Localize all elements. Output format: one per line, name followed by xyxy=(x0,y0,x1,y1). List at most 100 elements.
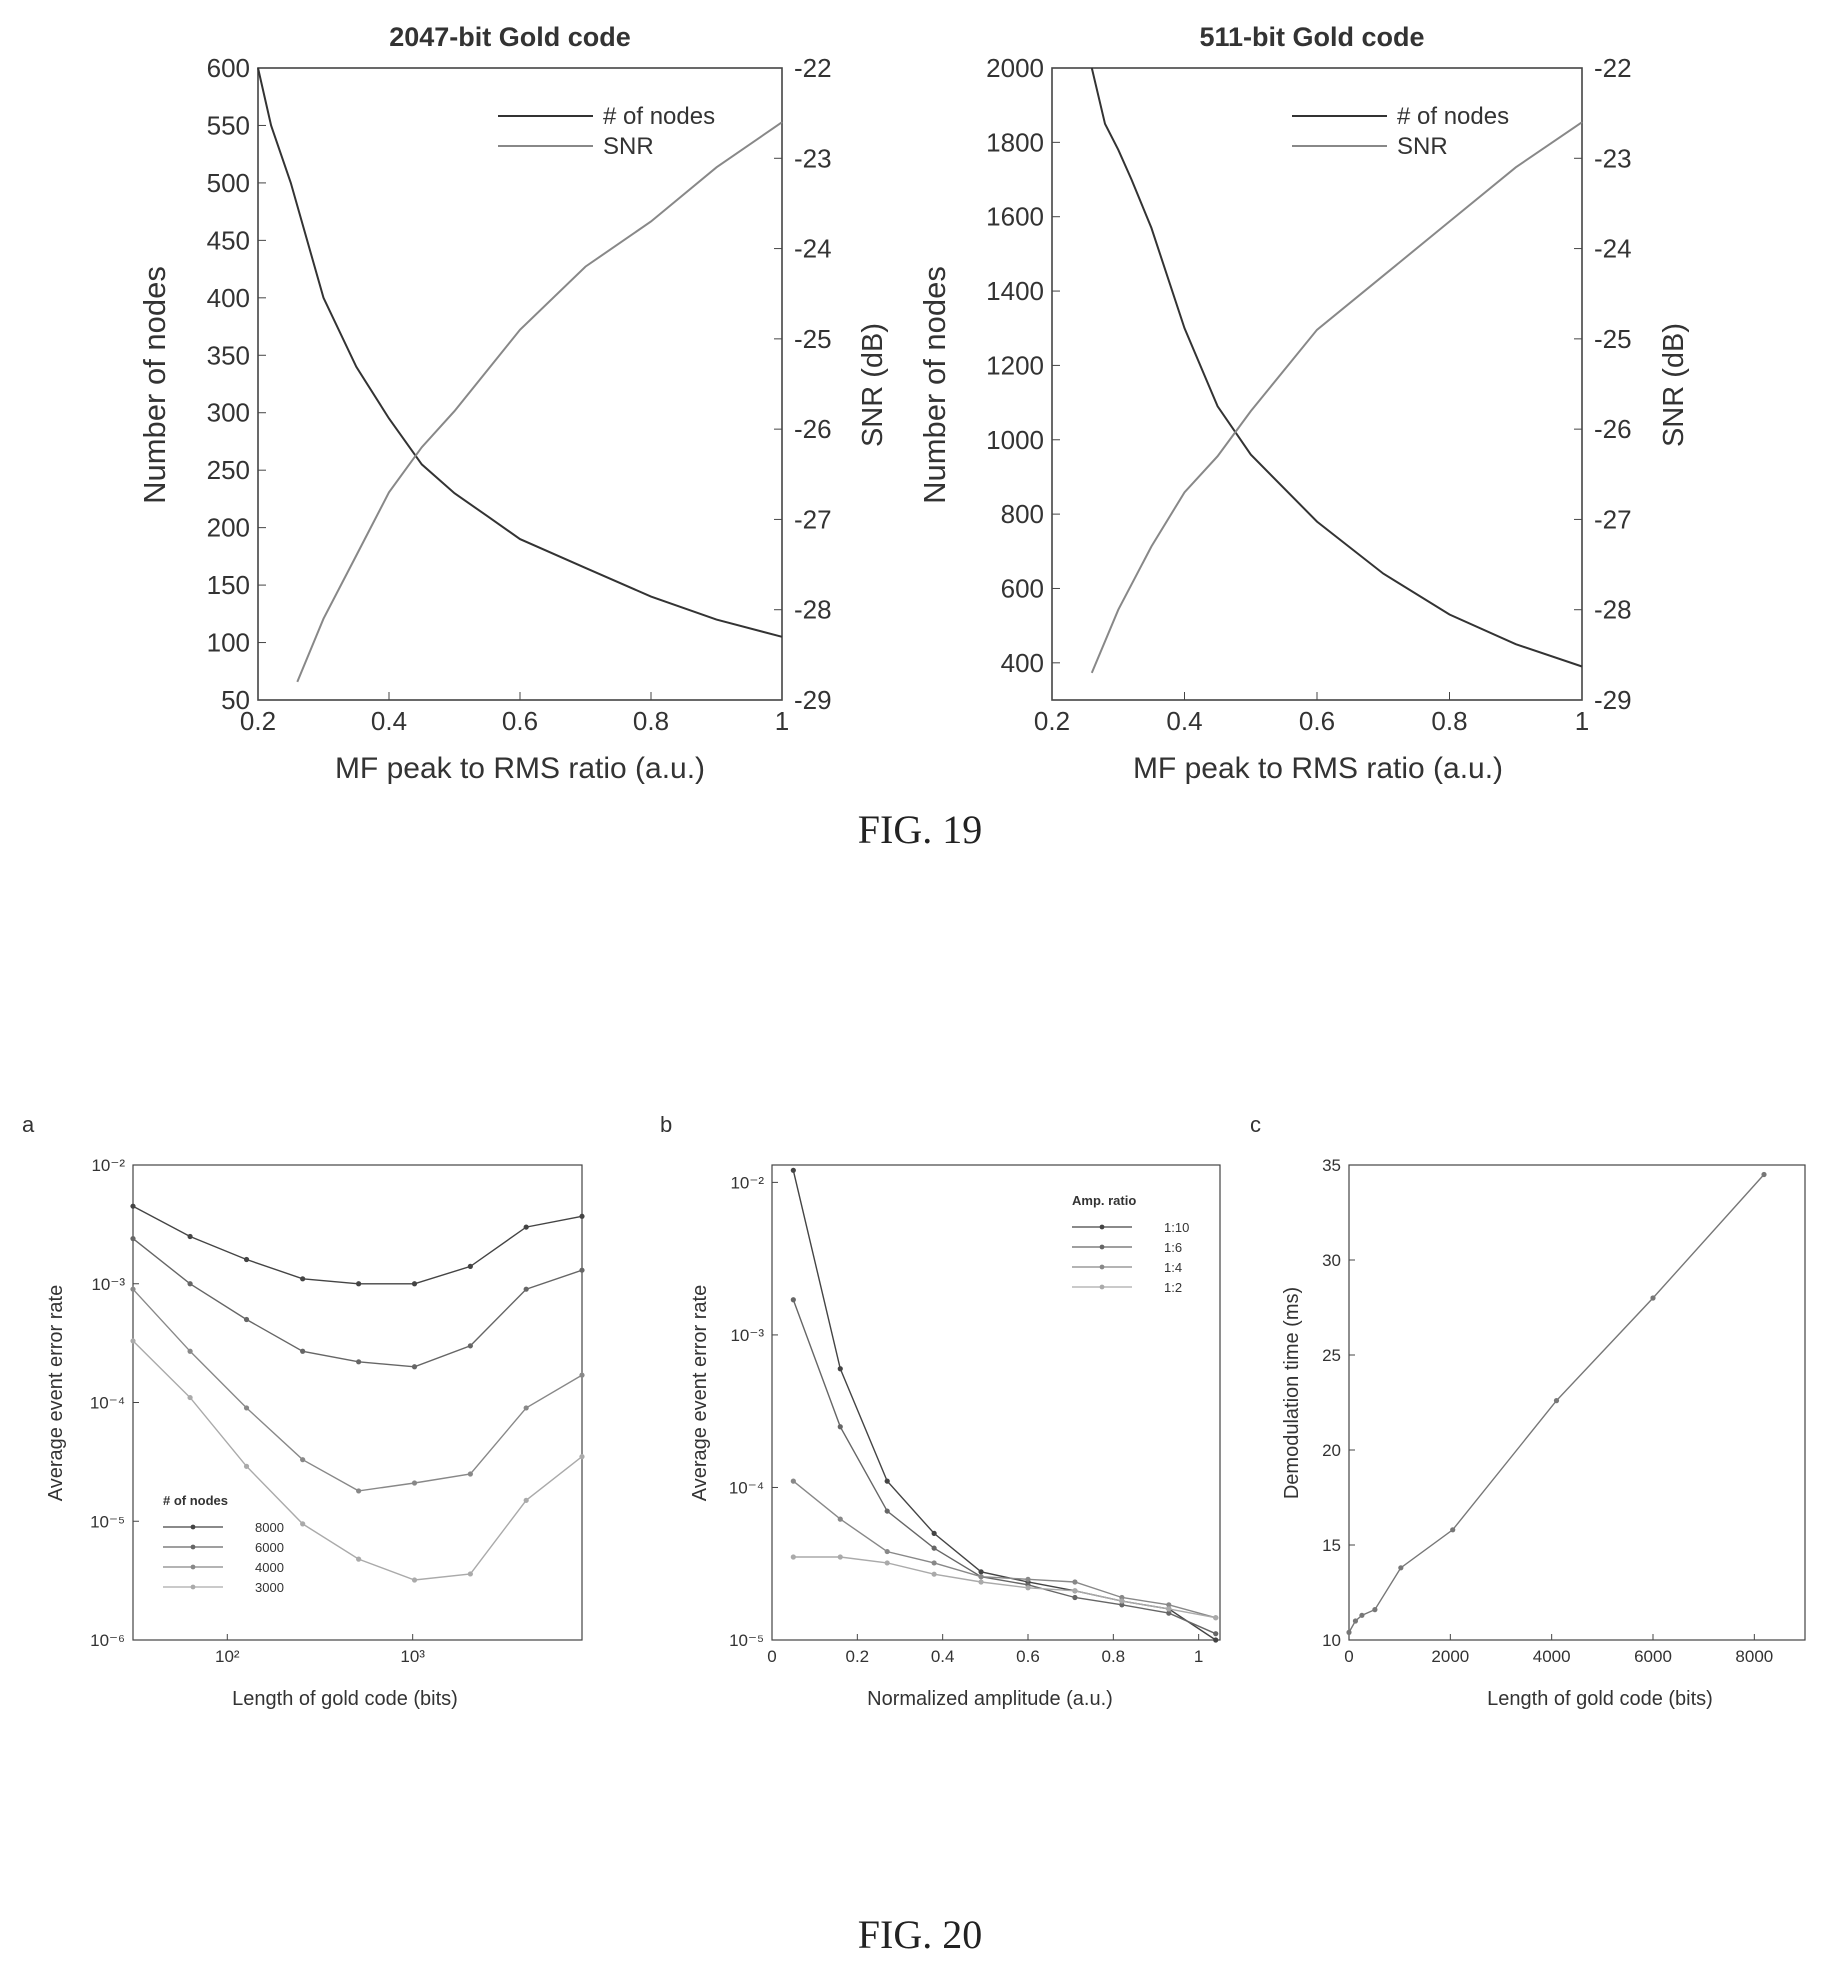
x-tick-label: 0.8 xyxy=(1102,1647,1126,1666)
series-line xyxy=(792,1299,1216,1635)
legend-label: SNR xyxy=(603,133,654,160)
legend-label: 1:4 xyxy=(1164,1260,1182,1275)
x-tick-label: 0.8 xyxy=(633,706,669,736)
data-point xyxy=(978,1574,984,1580)
y-tick-label: 30 xyxy=(1322,1251,1341,1270)
panel-label: a xyxy=(22,1112,35,1137)
data-point xyxy=(1119,1602,1125,1608)
data-point xyxy=(300,1521,306,1527)
x-tick-label: 0.6 xyxy=(1016,1647,1040,1666)
y2-tick-label: -26 xyxy=(1594,414,1632,444)
data-point xyxy=(1213,1615,1219,1621)
legend-title: # of nodes xyxy=(163,1493,228,1508)
series-line xyxy=(296,121,783,683)
data-point xyxy=(790,1167,796,1173)
data-point xyxy=(1072,1579,1078,1585)
data-point xyxy=(356,1556,362,1562)
legend-label: # of nodes xyxy=(1397,103,1509,130)
y-tick-label: 2000 xyxy=(986,53,1044,83)
data-point xyxy=(1450,1527,1456,1533)
y-tick-label: 450 xyxy=(207,225,250,255)
y-axis-label: Average event error rate xyxy=(45,1285,67,1501)
x-tick-label: 0.2 xyxy=(846,1647,870,1666)
y-tick-label: 500 xyxy=(207,168,250,198)
y2-tick-label: -22 xyxy=(794,53,832,83)
y2-tick-label: -28 xyxy=(794,595,832,625)
data-point xyxy=(1166,1606,1172,1612)
y-tick-label: 200 xyxy=(207,513,250,543)
y-tick-label: 15 xyxy=(1322,1536,1341,1555)
data-point xyxy=(243,1463,250,1469)
y2-tick-label: -23 xyxy=(794,143,832,173)
data-point xyxy=(790,1297,796,1303)
x-tick-label: 0.8 xyxy=(1431,706,1467,736)
x-tick-label: 0.6 xyxy=(502,706,538,736)
y-tick-label: 1800 xyxy=(986,127,1044,157)
x-tick-label: 0.6 xyxy=(1299,706,1335,736)
data-point xyxy=(1346,1629,1352,1635)
data-point xyxy=(356,1359,362,1365)
panel-label: b xyxy=(660,1112,672,1137)
plot-frame xyxy=(771,1164,1221,1641)
legend-label: 6000 xyxy=(255,1540,284,1555)
legend-label: # of nodes xyxy=(603,103,715,130)
data-point xyxy=(1072,1594,1078,1601)
x-axis-label: MF peak to RMS ratio (a.u.) xyxy=(1133,752,1503,785)
legend-label: 1:10 xyxy=(1164,1220,1189,1235)
data-point xyxy=(837,1366,843,1372)
y-axis-label: Number of nodes xyxy=(137,266,172,504)
data-point xyxy=(300,1457,306,1463)
x-axis-label: MF peak to RMS ratio (a.u.) xyxy=(335,752,705,785)
y-tick-label: 600 xyxy=(1001,573,1044,603)
data-point xyxy=(523,1286,529,1292)
plot-frame xyxy=(257,67,783,701)
y-tick-label: 25 xyxy=(1322,1346,1341,1365)
y-tick-label: 35 xyxy=(1322,1156,1341,1175)
x-tick-label: 0.4 xyxy=(1166,706,1202,736)
data-point xyxy=(978,1569,984,1575)
y2-tick-label: -23 xyxy=(1594,143,1632,173)
figure-caption-19: FIG. 19 xyxy=(858,807,982,852)
data-point xyxy=(1359,1612,1365,1618)
data-point xyxy=(1119,1598,1125,1604)
y-tick-label: 150 xyxy=(207,570,250,600)
x-tick-label: 6000 xyxy=(1634,1647,1672,1666)
data-point xyxy=(1213,1637,1219,1643)
data-point xyxy=(978,1579,984,1585)
data-point xyxy=(1553,1398,1560,1404)
data-point xyxy=(356,1281,362,1287)
chart-title: 2047-bit Gold code xyxy=(389,22,631,52)
series-line xyxy=(132,1238,583,1368)
data-point xyxy=(1025,1585,1031,1591)
data-point xyxy=(1166,1602,1172,1608)
data-point xyxy=(467,1343,473,1349)
data-point xyxy=(1072,1588,1078,1594)
series-line xyxy=(792,1480,1216,1619)
data-point xyxy=(187,1281,193,1287)
legend-label: 4000 xyxy=(255,1560,284,1575)
y-tick-label: 250 xyxy=(207,455,250,485)
data-point xyxy=(579,1372,585,1378)
data-point xyxy=(1119,1594,1125,1601)
y-axis-label: Number of nodes xyxy=(917,266,952,504)
series-line xyxy=(793,1556,1216,1619)
y-tick-label: 10⁻⁴ xyxy=(729,1478,764,1497)
series-line xyxy=(132,1288,583,1492)
data-point xyxy=(243,1256,250,1263)
y2-tick-label: -28 xyxy=(1594,595,1632,625)
y-tick-label: 10⁻² xyxy=(730,1173,764,1192)
legend-label: 1:2 xyxy=(1164,1280,1182,1295)
x-axis-label: Normalized amplitude (a.u.) xyxy=(867,1688,1113,1710)
x-tick-label: 0 xyxy=(767,1647,776,1666)
y-axis-label: Demodulation time (ms) xyxy=(1281,1287,1303,1499)
legend-label: 3000 xyxy=(255,1580,284,1595)
y-tick-label: 20 xyxy=(1322,1441,1341,1460)
data-point xyxy=(790,1478,796,1484)
legend-marker xyxy=(1099,1244,1105,1250)
legend-label: 1:6 xyxy=(1164,1240,1182,1255)
y-tick-label: 10⁻² xyxy=(91,1156,125,1175)
legend-label: SNR xyxy=(1397,133,1448,160)
data-point xyxy=(243,1405,250,1411)
y-tick-label: 400 xyxy=(1001,648,1044,678)
series-line xyxy=(1090,121,1583,674)
